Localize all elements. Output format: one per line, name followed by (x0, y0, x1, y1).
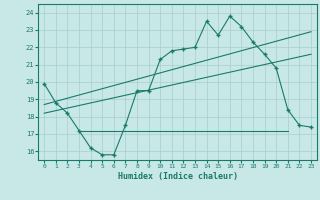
X-axis label: Humidex (Indice chaleur): Humidex (Indice chaleur) (118, 172, 238, 181)
